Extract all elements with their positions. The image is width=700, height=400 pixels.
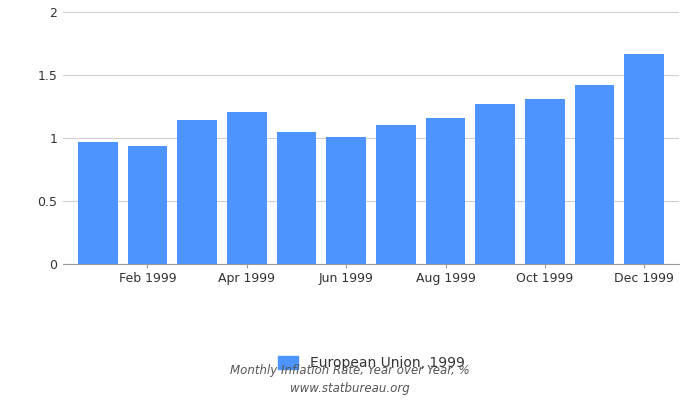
Bar bbox=[326, 137, 366, 264]
Bar bbox=[426, 118, 466, 264]
Text: www.statbureau.org: www.statbureau.org bbox=[290, 382, 410, 395]
Bar bbox=[227, 112, 267, 264]
Bar bbox=[177, 120, 217, 264]
Bar bbox=[575, 85, 615, 264]
Text: Monthly Inflation Rate, Year over Year, %: Monthly Inflation Rate, Year over Year, … bbox=[230, 364, 470, 377]
Legend: European Union, 1999: European Union, 1999 bbox=[278, 356, 464, 370]
Bar bbox=[276, 132, 316, 264]
Bar bbox=[78, 142, 118, 264]
Bar bbox=[525, 99, 565, 264]
Bar bbox=[376, 125, 416, 264]
Bar bbox=[475, 104, 515, 264]
Bar bbox=[624, 54, 664, 264]
Bar bbox=[127, 146, 167, 264]
